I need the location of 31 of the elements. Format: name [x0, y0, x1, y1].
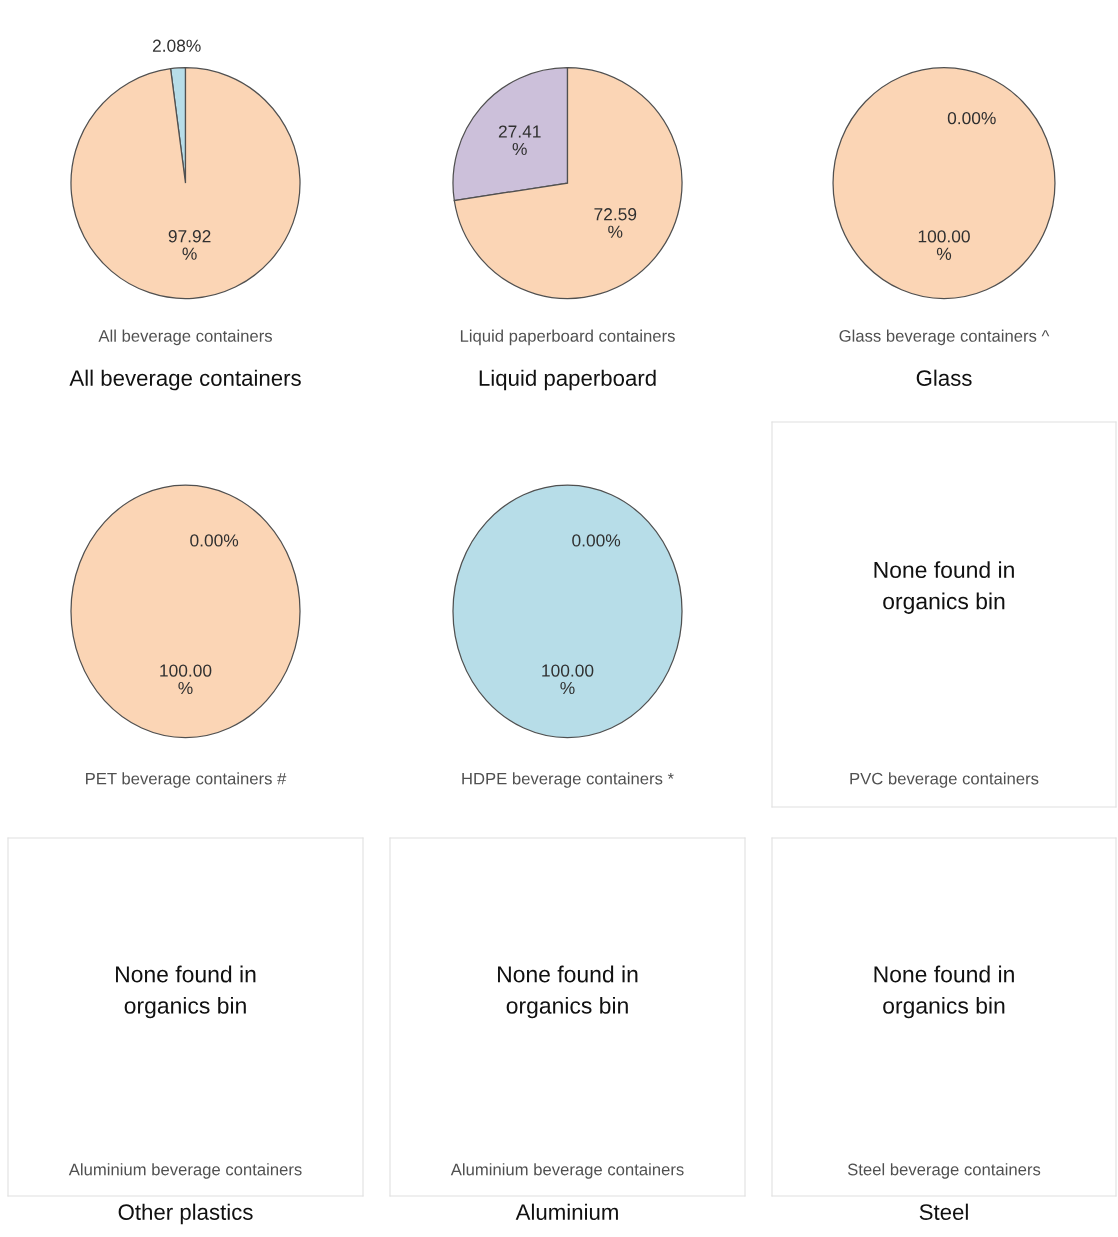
text: None found in organics bin — [874, 561, 1014, 614]
data-label: 100.00 % — [160, 664, 212, 695]
data-label: 72.59 % — [594, 208, 637, 238]
data-label: 100.00 % — [918, 230, 970, 260]
text: Aluminium beverage containers — [450, 1163, 684, 1179]
text: All beverage containers — [69, 369, 301, 391]
text: Aluminium beverage containers — [68, 1163, 302, 1179]
text: None found in organics bin — [498, 965, 638, 1019]
text: None found in organics bin — [874, 965, 1014, 1019]
text: Liquid paperboard — [479, 369, 656, 391]
data-label: 100.00 % — [542, 664, 594, 695]
text: Aluminium — [515, 1203, 618, 1220]
data-label: 97.92 % — [168, 230, 211, 260]
text: All beverage containers — [98, 329, 272, 346]
text: Liquid paperboard containers — [460, 329, 675, 346]
text: HDPE beverage containers * — [462, 772, 674, 788]
pie-slice — [453, 67, 683, 300]
text: Glass beverage containers ^ — [839, 329, 1050, 346]
text: 0.00% — [190, 534, 239, 547]
text: Steel beverage containers — [847, 1163, 1041, 1179]
text: 0.00% — [947, 112, 996, 125]
text: Other plastics — [118, 1203, 253, 1225]
text: Steel — [919, 1203, 968, 1220]
text: PET beverage containers # — [86, 772, 287, 788]
pie-slice — [70, 67, 301, 300]
data-label: 27.41 % — [498, 125, 541, 156]
text: PVC beverage containers — [850, 772, 1039, 788]
text: 0.00% — [572, 534, 621, 547]
text: None found in organics bin — [116, 965, 256, 1019]
text: Glass — [916, 369, 972, 386]
data-label: 2.08% — [152, 39, 201, 52]
